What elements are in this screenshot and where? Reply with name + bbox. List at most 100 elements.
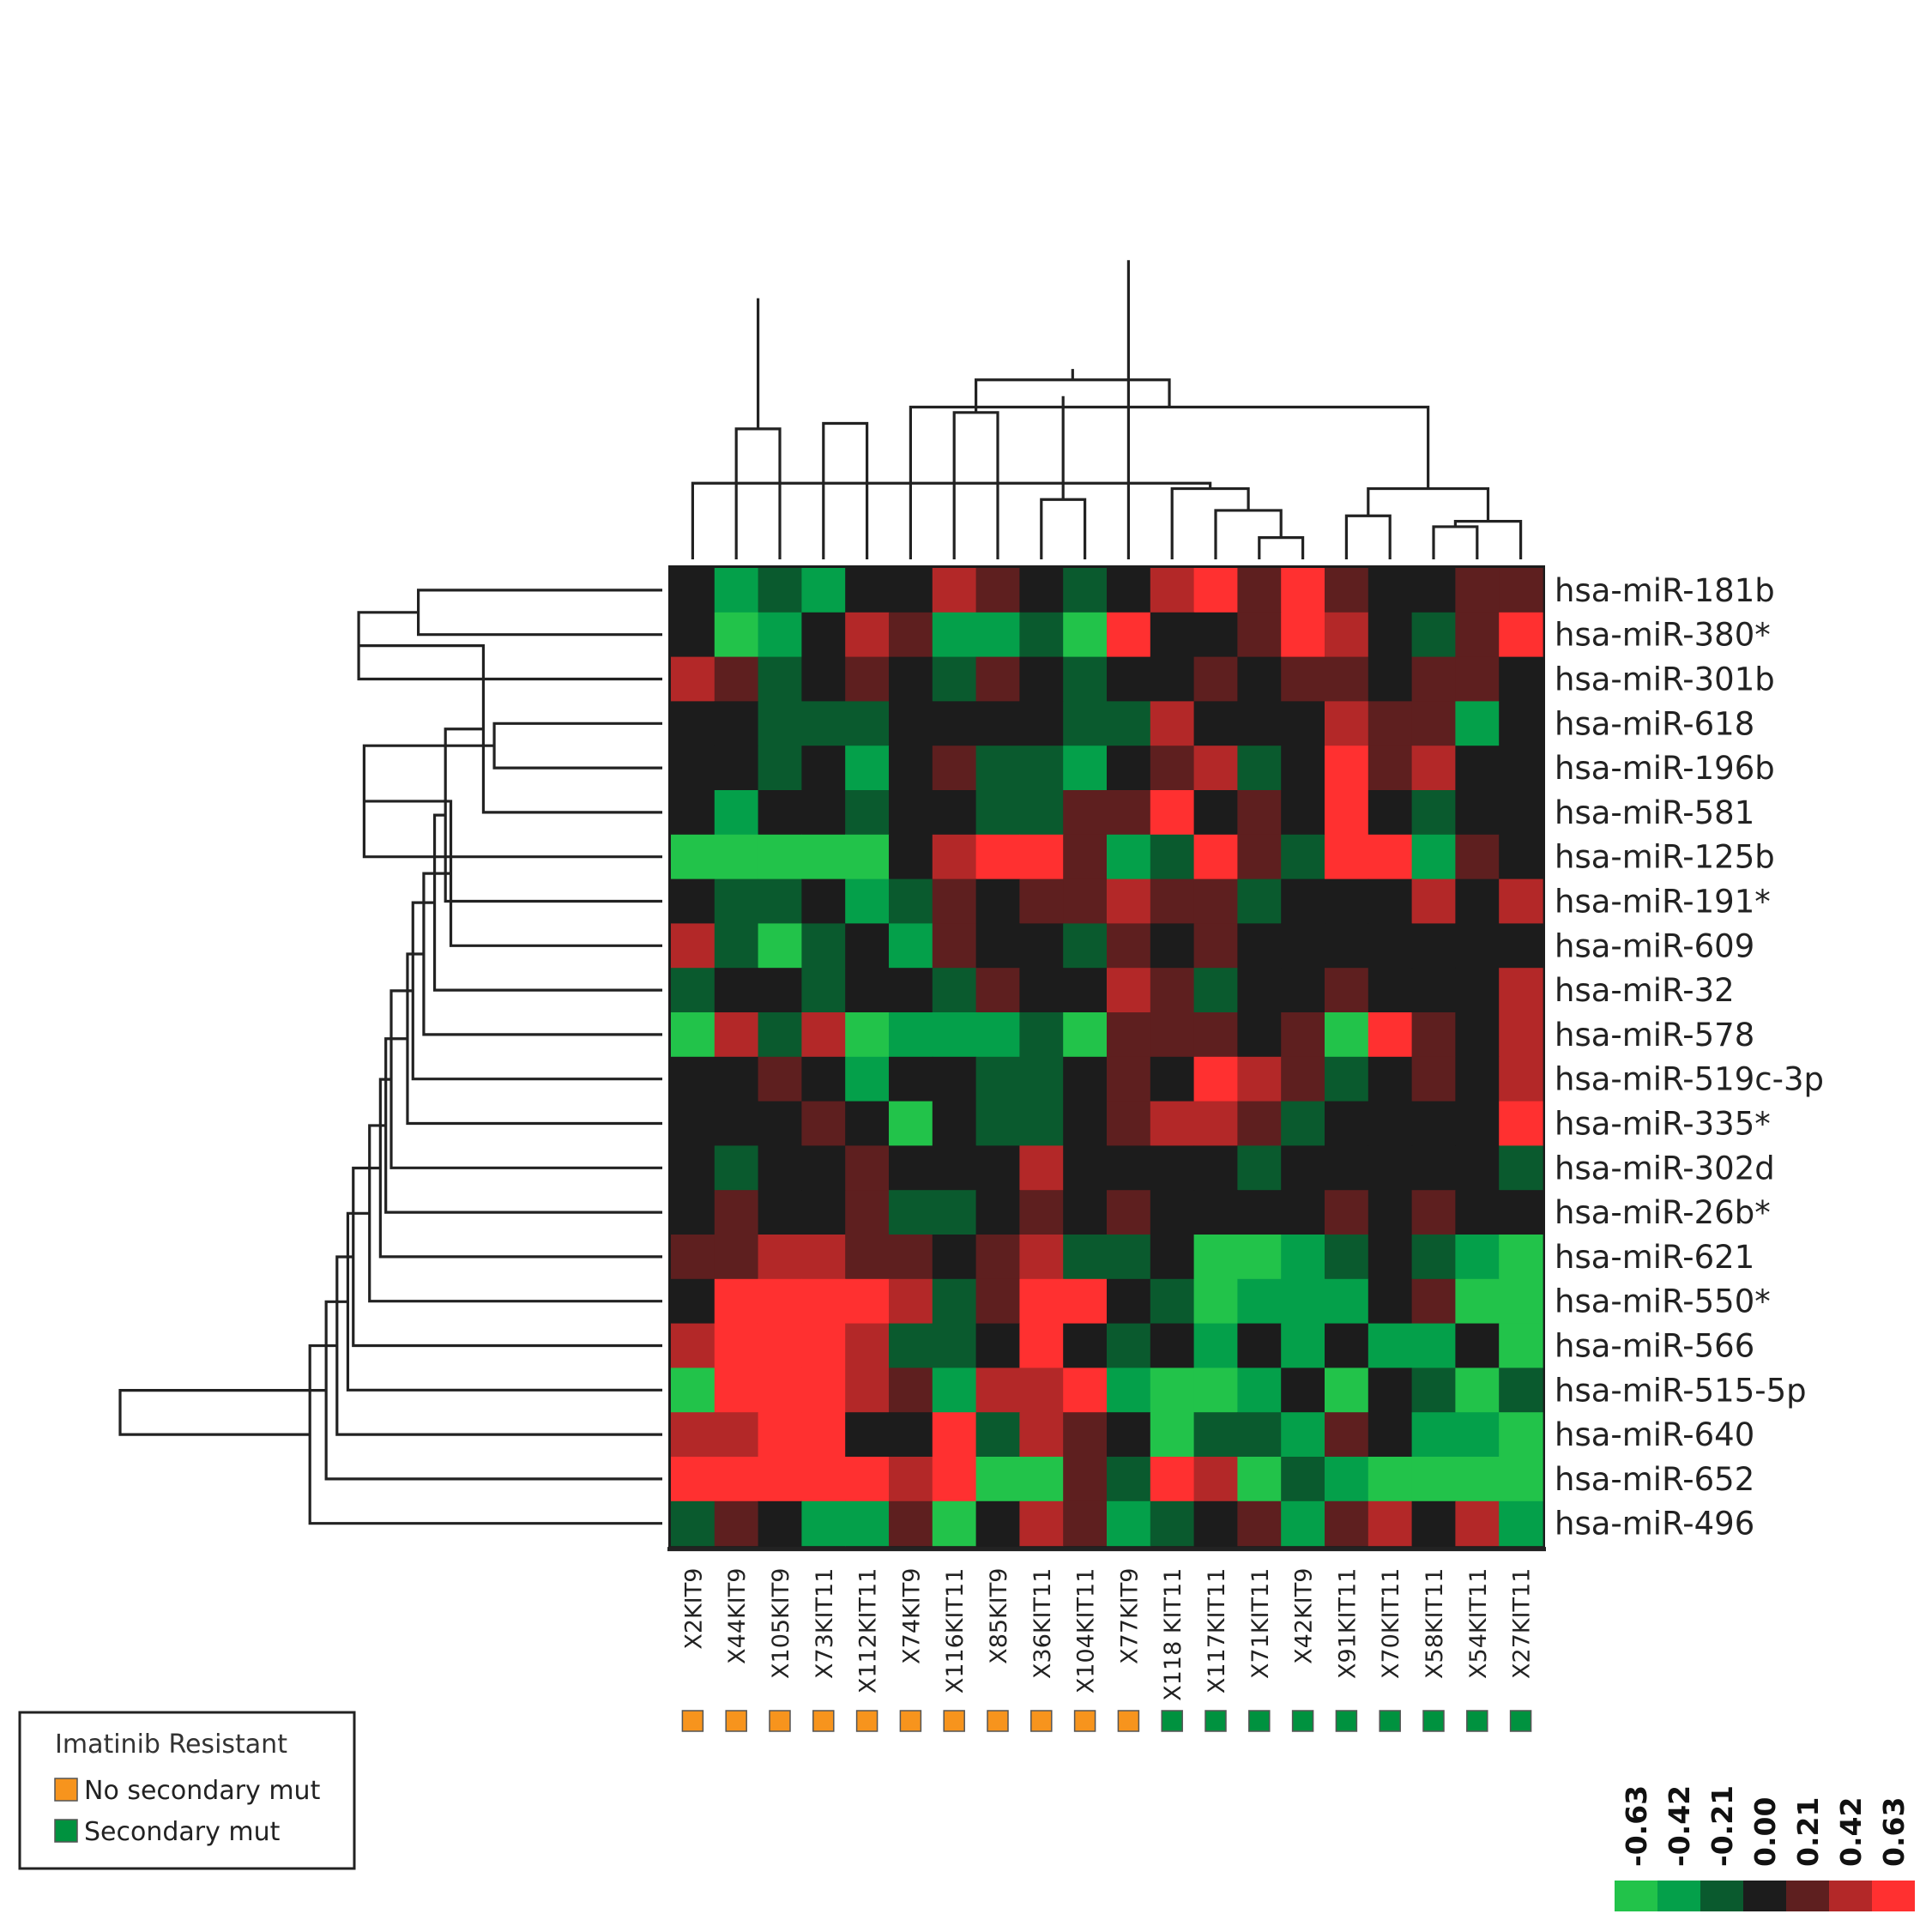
heatmap-cell — [1019, 968, 1064, 1013]
heatmap-cell — [1237, 790, 1282, 836]
heatmap-cell — [1455, 1145, 1500, 1191]
heatmap-cell — [1193, 968, 1238, 1013]
heatmap-cell — [671, 923, 715, 969]
heatmap-cell — [1107, 1056, 1151, 1102]
heatmap-cell — [1193, 656, 1238, 702]
heatmap-cell — [932, 1056, 977, 1102]
column-label: X58KIT11 — [1422, 1568, 1448, 1679]
heatmap-cell — [1193, 1412, 1238, 1458]
heatmap-cell — [1193, 1056, 1238, 1102]
heatmap-cell — [1367, 1323, 1413, 1368]
heatmap-cell — [1325, 1367, 1369, 1413]
heatmap-cell — [1499, 1101, 1543, 1146]
heatmap-cell — [714, 790, 759, 836]
heatmap-cell — [1150, 1235, 1195, 1280]
heatmap-cell — [1281, 1012, 1325, 1058]
heatmap-cell — [1150, 746, 1195, 791]
heatmap-cell — [1150, 1012, 1195, 1058]
heatmap-cell — [1411, 1145, 1456, 1191]
heatmap-cell — [1019, 1323, 1064, 1368]
heatmap-cell — [932, 1235, 977, 1280]
heatmap-cell — [801, 968, 846, 1013]
heatmap-cell — [801, 834, 846, 880]
heatmap-cell — [1325, 1412, 1369, 1458]
heatmap-cell — [1193, 612, 1238, 658]
heatmap-cell — [975, 701, 1020, 746]
heatmap-cell — [1499, 1323, 1543, 1368]
heatmap-cell — [1499, 1235, 1543, 1280]
heatmap-cell — [1150, 612, 1195, 658]
row-label: hsa-miR-566 — [1555, 1328, 1754, 1365]
heatmap-cell — [932, 1145, 977, 1191]
heatmap-cell — [1499, 1457, 1543, 1502]
heatmap-cell — [1367, 656, 1413, 702]
heatmap-cell — [1367, 878, 1413, 924]
heatmap-cell — [714, 1367, 759, 1413]
heatmap-cell — [1367, 923, 1413, 969]
heatmap-cell — [975, 1012, 1020, 1058]
heatmap-cell — [1499, 968, 1543, 1013]
heatmap-cell — [1237, 701, 1282, 746]
heatmap-cell — [801, 923, 846, 969]
heatmap-cell — [1411, 1323, 1456, 1368]
heatmap-cell — [889, 923, 933, 969]
heatmap-cell — [1411, 834, 1456, 880]
color-scale-bin — [1786, 1881, 1829, 1911]
heatmap-cell — [758, 790, 802, 836]
column-dendrogram-branch — [952, 411, 999, 559]
row-label: hsa-miR-191* — [1555, 884, 1771, 921]
group-marker — [943, 1710, 965, 1732]
heatmap-cell — [758, 568, 802, 613]
heatmap-cell — [1019, 746, 1064, 791]
heatmap-cell — [975, 1323, 1020, 1368]
heatmap-cell — [1193, 834, 1238, 880]
heatmap-cell — [1237, 1367, 1282, 1413]
heatmap-cell — [671, 1190, 715, 1235]
heatmap-cell — [714, 1457, 759, 1502]
heatmap-cell — [1107, 612, 1151, 658]
heatmap-cell — [1107, 1412, 1151, 1458]
heatmap-cell — [1237, 1101, 1282, 1146]
row-label: hsa-miR-302d — [1555, 1150, 1775, 1186]
heatmap-cell — [845, 1367, 890, 1413]
heatmap-cell — [1150, 968, 1195, 1013]
heatmap-cell — [801, 1278, 846, 1325]
heatmap-cell — [1107, 568, 1151, 613]
column-dendrogram-branch — [822, 421, 869, 559]
heatmap-cell — [1019, 568, 1064, 613]
heatmap-cell — [1455, 878, 1500, 924]
heatmap-cell — [1063, 701, 1108, 746]
column-label: X70KIT11 — [1378, 1568, 1404, 1679]
column-label: X44KIT9 — [724, 1568, 751, 1664]
heatmap-cell — [1325, 1235, 1369, 1280]
heatmap-cell — [845, 834, 890, 880]
color-scale-bin — [1700, 1881, 1743, 1911]
heatmap-cell — [975, 612, 1020, 658]
group-marker — [899, 1710, 922, 1732]
heatmap-cell — [1019, 701, 1064, 746]
color-scale-bin — [1615, 1881, 1657, 1911]
heatmap-cell — [1455, 1101, 1500, 1146]
group-marker — [987, 1710, 1009, 1732]
heatmap-cell — [1499, 656, 1543, 702]
heatmap-cell — [801, 1101, 846, 1146]
heatmap-cell — [1411, 790, 1456, 836]
heatmap-cell — [845, 1457, 890, 1502]
heatmap-cell — [758, 1190, 802, 1235]
row-dendrogram-branch — [118, 1389, 327, 1436]
heatmap-cell — [1325, 1500, 1369, 1547]
heatmap-cell — [1325, 1012, 1369, 1058]
heatmap-cell — [1281, 1367, 1325, 1413]
heatmap-cell — [1455, 1278, 1500, 1325]
heatmap-cell — [1499, 834, 1543, 880]
heatmap-cell — [1325, 1457, 1369, 1502]
heatmap-cell — [1411, 656, 1456, 702]
row-dendrogram-branch — [444, 728, 662, 903]
heatmap-cell — [1237, 1235, 1282, 1280]
heatmap-cell — [1063, 878, 1108, 924]
heatmap-cell — [714, 568, 759, 613]
heatmap-cell — [975, 1500, 1020, 1547]
heatmap-cell — [714, 1412, 759, 1458]
heatmap-cell — [1411, 1457, 1456, 1502]
heatmap-cell — [1237, 1323, 1282, 1368]
